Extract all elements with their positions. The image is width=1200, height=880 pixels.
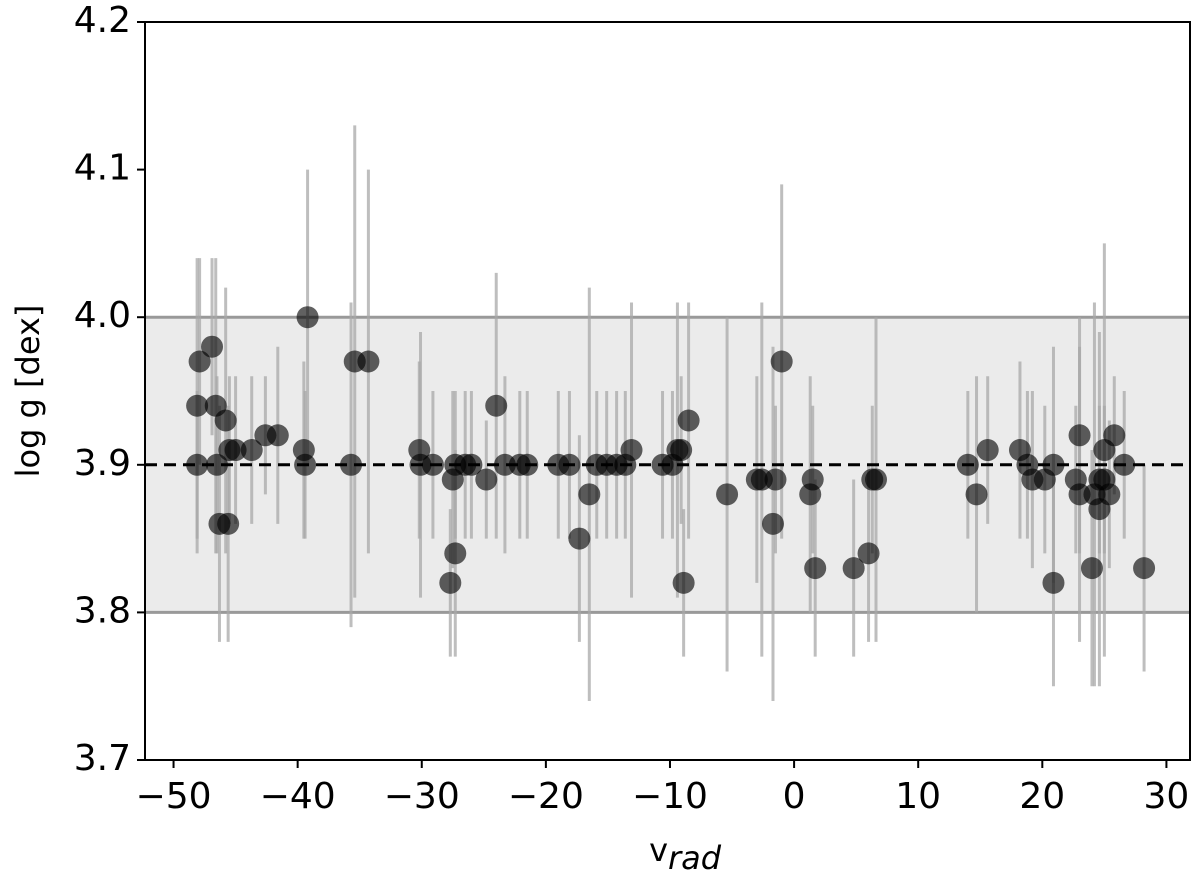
point	[186, 394, 209, 417]
x-tick-label: 20	[1019, 776, 1065, 817]
point	[568, 527, 591, 550]
point	[266, 424, 289, 447]
y-tick-label: 4.1	[74, 148, 131, 189]
y-tick-label: 3.7	[74, 738, 131, 779]
point	[1042, 453, 1065, 476]
point	[842, 557, 865, 580]
y-tick-label: 3.9	[74, 443, 131, 484]
point	[578, 483, 601, 506]
point	[801, 468, 824, 491]
point	[865, 468, 888, 491]
point	[201, 335, 224, 358]
point	[475, 468, 498, 491]
point	[240, 439, 263, 462]
point	[620, 439, 643, 462]
y-axis-label: log g [dex]	[9, 305, 47, 478]
point	[444, 542, 467, 565]
y-tick-label: 3.8	[74, 590, 131, 631]
point	[214, 409, 237, 432]
x-tick-label: −20	[508, 776, 584, 817]
point	[804, 557, 827, 580]
point	[1133, 557, 1156, 580]
plot-frame	[144, 21, 1191, 761]
x-tick-label: −50	[136, 776, 212, 817]
x-axis-label-sub: rad	[668, 839, 722, 876]
x-tick-label: 10	[895, 776, 941, 817]
x-tick-label: −30	[384, 776, 460, 817]
x-axis-label: v	[649, 831, 668, 869]
point	[764, 468, 787, 491]
point	[761, 512, 784, 535]
y-tick-label: 4.2	[74, 0, 131, 41]
point	[857, 542, 880, 565]
point	[976, 439, 999, 462]
point	[340, 453, 363, 476]
point	[670, 439, 693, 462]
point	[217, 512, 240, 535]
point	[1042, 571, 1065, 594]
point	[188, 350, 211, 373]
point	[357, 350, 380, 373]
point	[677, 409, 700, 432]
point	[439, 571, 462, 594]
point	[224, 439, 247, 462]
y-tick-label: 4.0	[74, 295, 131, 336]
point	[205, 453, 228, 476]
point	[1080, 557, 1103, 580]
point	[1098, 483, 1121, 506]
point	[1068, 424, 1091, 447]
point	[296, 306, 319, 329]
point	[716, 483, 739, 506]
x-tick-label: −10	[632, 776, 708, 817]
x-tick-label: −40	[260, 776, 336, 817]
point	[186, 453, 209, 476]
x-tick-label: 30	[1144, 776, 1190, 817]
point	[485, 394, 508, 417]
point	[1103, 424, 1126, 447]
point	[770, 350, 793, 373]
point	[672, 571, 695, 594]
point	[965, 483, 988, 506]
x-tick-label: 0	[783, 776, 806, 817]
